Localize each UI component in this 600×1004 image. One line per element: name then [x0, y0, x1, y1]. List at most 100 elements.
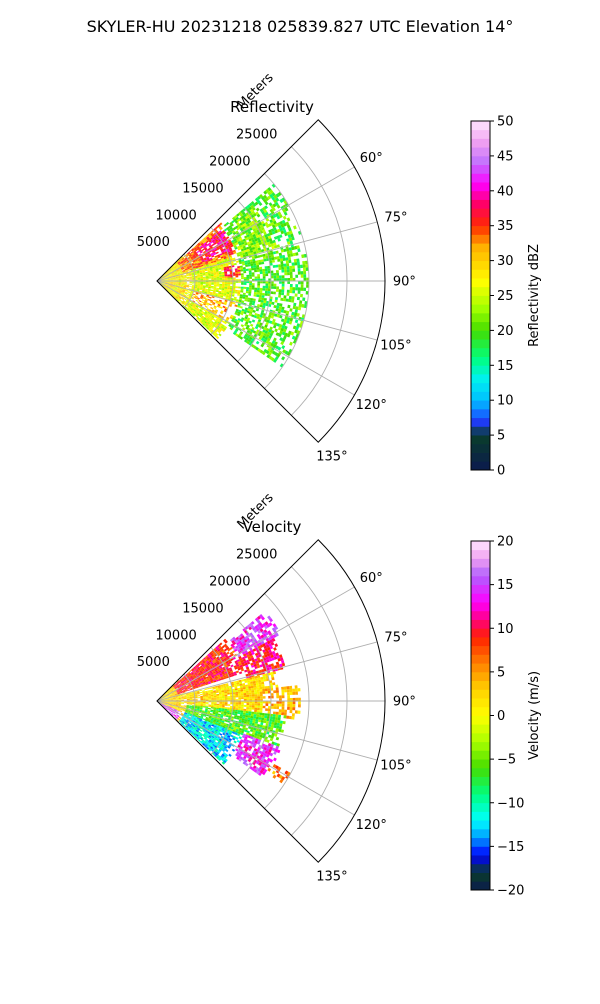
radar-gate: [301, 254, 304, 258]
radar-gate: [225, 275, 228, 277]
radar-gate: [249, 268, 252, 271]
radar-gate: [227, 287, 230, 289]
radar-gate: [280, 261, 283, 264]
radar-gate: [200, 277, 203, 278]
radar-gate: [263, 286, 266, 289]
radar-gate: [241, 289, 244, 291]
radar-gate: [300, 265, 303, 269]
radar-gate: [203, 698, 206, 699]
radar-gate: [246, 713, 249, 715]
radar-gate: [274, 276, 277, 279]
radar-gate: [265, 274, 268, 277]
radar-gate: [259, 267, 262, 270]
radar-gate: [219, 702, 222, 704]
radar-gate: [238, 694, 241, 696]
radar-gate: [281, 289, 284, 292]
radar-gate: [234, 263, 237, 265]
radar-gate: [254, 288, 257, 290]
radar-gate: [292, 296, 295, 299]
radar-gate: [249, 291, 252, 294]
radar-gate: [294, 262, 297, 265]
radar-gate: [238, 708, 241, 710]
radar-gate: [287, 281, 290, 284]
radar-gate: [243, 293, 246, 295]
radar-gate: [240, 266, 243, 268]
radar-gate: [222, 275, 225, 277]
radar-gate: [230, 665, 233, 668]
radar-gate: [295, 319, 299, 323]
radar-gate: [237, 712, 240, 714]
radar-gate: [222, 283, 225, 285]
radar-gate: [217, 278, 220, 280]
radar-gate: [222, 695, 225, 697]
radar-gate: [257, 290, 260, 293]
radar-gate: [200, 283, 203, 284]
radar-gate: [274, 284, 277, 287]
radar-gate: [227, 707, 230, 709]
colorbar-segment: [471, 234, 490, 243]
radar-gate: [227, 696, 230, 698]
radar-gate: [249, 709, 252, 711]
radar-gate: [279, 306, 282, 309]
radar-gate: [184, 280, 187, 281]
colorbar-segment: [471, 313, 490, 322]
radar-gate: [198, 302, 201, 304]
radar-gate: [179, 280, 182, 281]
radar-gate: [291, 299, 294, 303]
radar-gate: [222, 276, 225, 278]
colorbar-segment: [471, 208, 490, 217]
figure-title: SKYLER-HU 20231218 025839.827 UTC Elevat…: [87, 17, 514, 36]
radar-gate: [303, 264, 306, 268]
radar-gate: [184, 702, 187, 703]
radar-gate: [278, 267, 281, 270]
radar-gate: [273, 273, 276, 276]
radar-gate: [284, 269, 287, 272]
radar-gate: [252, 703, 255, 705]
radar-gate: [289, 308, 292, 312]
radar-gate: [227, 274, 230, 276]
radar-gate: [238, 274, 241, 276]
radar-gate: [186, 295, 189, 297]
radar-gate: [293, 225, 297, 229]
radar-gate: [239, 671, 242, 674]
radar-gate: [214, 277, 217, 278]
radar-gate: [227, 276, 230, 278]
colorbar-segment: [471, 444, 490, 453]
radar-gate: [184, 279, 187, 280]
radar-gate: [211, 702, 214, 703]
radar-gate: [280, 298, 283, 301]
radar-gate: [290, 284, 293, 287]
radar-gate: [292, 290, 295, 293]
colorbar-segment: [471, 243, 490, 252]
radar-gate: [235, 690, 238, 692]
radar-gate: [209, 283, 212, 284]
radar-gate: [203, 283, 206, 284]
radar-gate: [196, 300, 199, 302]
radar-gate: [219, 278, 222, 280]
radar-gate: [244, 705, 247, 707]
radar-gate: [202, 299, 205, 301]
radial-gridline: [157, 281, 354, 395]
radar-gate: [214, 284, 217, 285]
radar-gate: [275, 265, 278, 268]
radar-gate: [176, 280, 179, 281]
colorbar-segment: [471, 252, 490, 261]
colorbar-tick-label: 30: [497, 254, 514, 269]
radar-gate: [303, 271, 306, 274]
radar-gate: [219, 275, 222, 277]
radar-gate: [222, 707, 225, 709]
radar-gate: [251, 686, 254, 689]
radar-gate: [283, 264, 286, 267]
radar-gate: [240, 267, 243, 269]
radar-gate: [275, 308, 278, 311]
radar-gate: [206, 276, 209, 277]
radar-gate: [249, 705, 252, 707]
radar-gate: [217, 275, 220, 277]
radar-gate: [301, 271, 304, 274]
radar-gate: [295, 284, 298, 287]
radar-gate: [211, 277, 214, 278]
radar-gate: [241, 679, 244, 682]
radar-gate: [202, 718, 205, 720]
radar-gate: [275, 300, 278, 303]
